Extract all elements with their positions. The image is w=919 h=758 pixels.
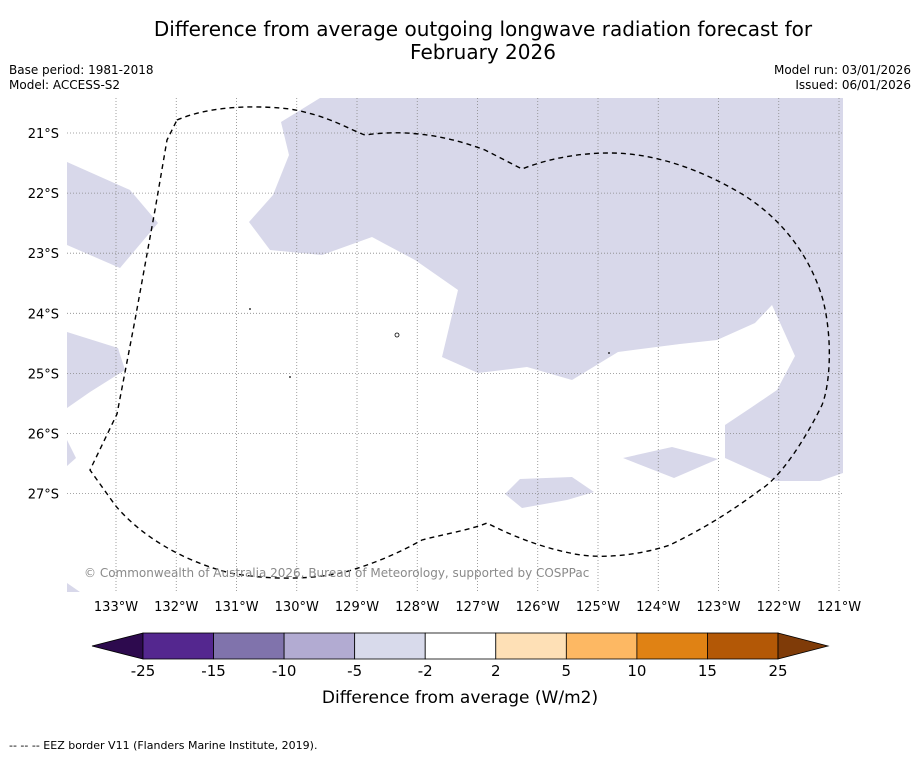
- colorbar-extend-high: [777, 632, 830, 660]
- colorbar-segment: [283, 632, 356, 660]
- colorbar-segment: [213, 632, 285, 660]
- longitude-label: 121°W: [817, 600, 861, 615]
- map-area: © Commonwealth of Australia 2026, Bureau…: [67, 98, 843, 592]
- latitude-label: 26°S: [28, 428, 59, 443]
- longitude-label: 130°W: [275, 600, 319, 615]
- colorbar-tick-label: -25: [131, 662, 156, 680]
- colorbar-tick-label: 25: [768, 662, 787, 680]
- colorbar-tick-label: -2: [418, 662, 433, 680]
- latitude-label: 27°S: [28, 488, 59, 503]
- islands: [249, 308, 610, 378]
- latitude-label: 21°S: [28, 127, 59, 142]
- island-dot: [289, 376, 291, 378]
- latitude-labels: 21°S 22°S 23°S 24°S 25°S 26°S 27°S: [28, 127, 59, 503]
- colorbar-tick-label: 10: [627, 662, 646, 680]
- eez-border: [89, 106, 831, 579]
- colorbar-tick-label: 5: [562, 662, 572, 680]
- island-dot: [394, 332, 400, 338]
- model-text: Model: ACCESS-S2: [9, 78, 121, 92]
- anomaly-region-south-1: [505, 477, 594, 508]
- colorbar-segment: [354, 632, 426, 660]
- title-line-2: February 2026: [410, 40, 556, 64]
- meta-right: Model run: 03/01/2026 Issued: 06/01/2026: [774, 63, 911, 93]
- longitude-label: 131°W: [214, 600, 258, 615]
- anomaly-region-west-3: [67, 440, 76, 466]
- colorbar-tick-label: 15: [698, 662, 717, 680]
- latitude-label: 24°S: [28, 307, 59, 322]
- longitude-label: 132°W: [154, 600, 198, 615]
- anomaly-region-west-2: [67, 332, 125, 408]
- map-title: Difference from average outgoing longwav…: [0, 18, 919, 64]
- title-line-1: Difference from average outgoing longwav…: [153, 17, 813, 41]
- colorbar-segment: [565, 632, 638, 660]
- longitude-label: 129°W: [335, 600, 379, 615]
- longitude-label: 127°W: [455, 600, 499, 615]
- anomaly-region-south-2: [623, 447, 718, 478]
- issued-text: Issued: 06/01/2026: [795, 78, 911, 92]
- longitude-label: 122°W: [757, 600, 801, 615]
- eez-legend-footnote: -- -- -- EEZ border V11 (Flanders Marine…: [9, 739, 318, 752]
- longitude-labels: 133°W 132°W 131°W 130°W 129°W 128°W 127°W 126°W…: [94, 600, 861, 615]
- parallel-gridlines: [67, 132, 843, 495]
- latitude-label: 22°S: [28, 187, 59, 202]
- base-period-text: Base period: 1981-2018: [9, 63, 154, 77]
- longitude-label: 128°W: [395, 600, 439, 615]
- colorbar-segment: [142, 632, 214, 660]
- longitude-label: 133°W: [94, 600, 138, 615]
- longitude-label: 125°W: [576, 600, 620, 615]
- anomaly-region-west-4: [67, 583, 80, 592]
- meridian-gridlines: [115, 98, 840, 592]
- colorbar-segment: [424, 632, 497, 660]
- colorbar-tick-label: -10: [272, 662, 297, 680]
- longitude-label: 123°W: [696, 600, 740, 615]
- longitude-label: 124°W: [636, 600, 680, 615]
- colorbar-extend-low: [91, 632, 144, 660]
- colorbar-tick-label: 2: [491, 662, 501, 680]
- colorbar-ticks: -25 -15 -10 -5 -2 2 5 10 15 25: [131, 662, 788, 680]
- latitude-label: 23°S: [28, 247, 59, 262]
- island-dot: [249, 308, 251, 310]
- colorbar-segment: [495, 632, 567, 660]
- meta-left: Base period: 1981-2018 Model: ACCESS-S2: [9, 63, 154, 93]
- anomaly-region-west-1: [67, 162, 158, 268]
- anomaly-regions: [67, 98, 843, 592]
- colorbar: [91, 632, 830, 660]
- copyright-text: © Commonwealth of Australia 2026, Bureau…: [84, 566, 589, 580]
- colorbar-segment: [636, 632, 708, 660]
- island-dot: [608, 352, 610, 354]
- colorbar-label: Difference from average (W/m2): [322, 688, 598, 708]
- latitude-label: 25°S: [28, 367, 59, 382]
- longitude-label: 126°W: [516, 600, 560, 615]
- colorbar-tick-label: -15: [201, 662, 226, 680]
- colorbar-segment: [707, 632, 779, 660]
- model-run-text: Model run: 03/01/2026: [773, 63, 911, 77]
- anomaly-region-main: [249, 98, 843, 481]
- colorbar-tick-label: -5: [347, 662, 362, 680]
